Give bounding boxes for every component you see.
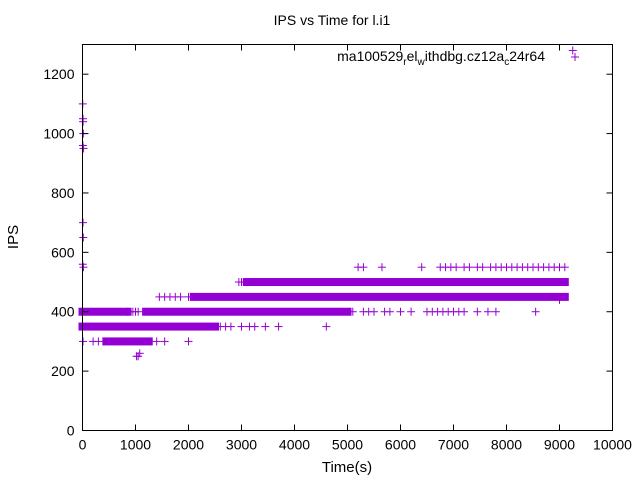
data-point bbox=[237, 278, 246, 287]
data-point bbox=[452, 263, 461, 272]
data-point bbox=[79, 337, 88, 346]
plot-frame bbox=[82, 44, 613, 431]
legend-text-part: ithdbg.cz12a bbox=[425, 48, 505, 64]
data-point bbox=[160, 337, 169, 346]
data-point bbox=[460, 307, 469, 316]
x-tick-label: 9000 bbox=[544, 437, 575, 453]
data-point bbox=[377, 263, 386, 272]
y-tick-label: 400 bbox=[51, 304, 75, 320]
data-marks bbox=[78, 46, 577, 361]
x-tick-label: 10000 bbox=[593, 437, 632, 453]
legend-text-part: 24r64 bbox=[509, 48, 545, 64]
data-point bbox=[79, 117, 88, 126]
data-point bbox=[473, 307, 482, 316]
data-point bbox=[184, 337, 193, 346]
x-tick-label: 7000 bbox=[438, 437, 469, 453]
data-band bbox=[242, 278, 569, 287]
y-tick-label: 0 bbox=[67, 423, 75, 439]
data-point bbox=[261, 322, 270, 331]
x-tick-label: 3000 bbox=[226, 437, 257, 453]
x-axis-label: Time(s) bbox=[322, 459, 372, 476]
legend-subscript: r bbox=[403, 57, 407, 68]
data-point bbox=[322, 322, 331, 331]
data-band bbox=[78, 322, 219, 331]
data-point bbox=[79, 233, 88, 242]
legend-marker bbox=[571, 53, 579, 61]
legend: ma100529relwithdbg.cz12ac24r64 bbox=[337, 48, 579, 68]
data-point bbox=[407, 307, 416, 316]
data-band bbox=[102, 337, 153, 346]
y-tick-label: 800 bbox=[51, 185, 75, 201]
data-point bbox=[348, 307, 357, 316]
data-point bbox=[237, 322, 246, 331]
x-tick-label: 5000 bbox=[332, 437, 363, 453]
data-point bbox=[135, 349, 144, 358]
data-band bbox=[142, 307, 352, 316]
data-point bbox=[94, 337, 103, 346]
legend-subscript: w bbox=[417, 57, 426, 68]
data-point bbox=[568, 46, 577, 55]
data-point bbox=[250, 322, 259, 331]
data-point bbox=[396, 307, 405, 316]
legend-subscript: c bbox=[504, 57, 509, 68]
x-tick-label: 4000 bbox=[279, 437, 310, 453]
data-point bbox=[491, 307, 500, 316]
data-point bbox=[370, 307, 378, 316]
y-axis-label: IPS bbox=[5, 225, 22, 249]
x-tick-label: 0 bbox=[79, 437, 87, 453]
x-tick-label: 6000 bbox=[385, 437, 416, 453]
data-point bbox=[176, 292, 185, 301]
data-band bbox=[78, 307, 132, 316]
data-point bbox=[531, 307, 540, 316]
y-tick-label: 600 bbox=[51, 244, 75, 260]
data-point bbox=[79, 218, 88, 227]
data-point bbox=[152, 337, 161, 346]
y-tick-label: 1200 bbox=[43, 66, 74, 82]
data-point bbox=[359, 263, 368, 272]
x-tick-label: 8000 bbox=[491, 437, 522, 453]
data-band bbox=[189, 292, 569, 301]
x-tick-label: 2000 bbox=[173, 437, 204, 453]
data-point bbox=[483, 307, 492, 316]
data-point bbox=[226, 322, 235, 331]
axis-ticks: 0 1000 2000 3000 4000 5000 6000 7000 8000 9000 100… bbox=[43, 44, 632, 453]
data-point bbox=[465, 263, 474, 272]
data-point bbox=[560, 263, 569, 272]
y-tick-label: 200 bbox=[51, 363, 75, 379]
data-point bbox=[274, 322, 283, 331]
data-point bbox=[184, 292, 193, 301]
legend-label: ma100529relwithdbg.cz12ac24r64 bbox=[337, 48, 545, 68]
chart-title: IPS vs Time for l.i1 bbox=[274, 12, 391, 28]
legend-text-part: el bbox=[407, 48, 418, 64]
data-point bbox=[417, 263, 426, 272]
data-point bbox=[134, 307, 143, 316]
x-tick-label: 1000 bbox=[120, 437, 151, 453]
data-point bbox=[555, 295, 564, 304]
data-point bbox=[478, 263, 487, 272]
legend-text-part: ma100529 bbox=[337, 48, 403, 64]
y-tick-label: 1000 bbox=[43, 126, 74, 142]
data-point bbox=[385, 307, 394, 316]
